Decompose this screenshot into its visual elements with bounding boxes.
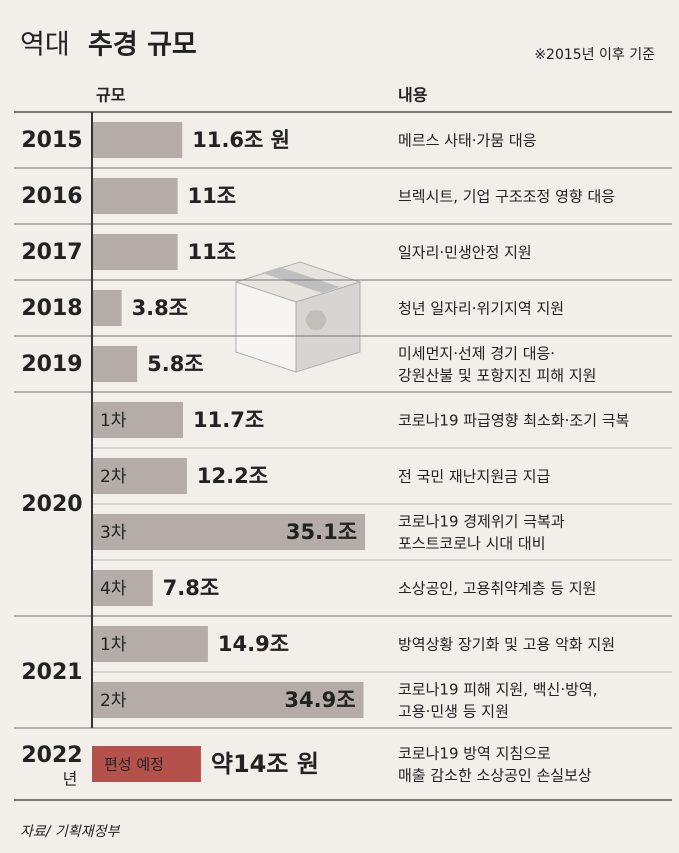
- year-label: 2017: [21, 240, 82, 265]
- description: 전 국민 재난지원금 지급: [398, 468, 551, 486]
- bar: [92, 570, 153, 606]
- bar: [92, 234, 178, 270]
- header-size: 규모: [96, 86, 126, 105]
- bar: [92, 122, 183, 158]
- bar: [92, 178, 178, 214]
- year-label: 2016: [21, 184, 82, 209]
- bar: [92, 746, 201, 782]
- description: 소상공인, 고용취약계층 등 지원: [398, 580, 596, 598]
- description: 코로나19 피해 지원, 백신·방역,: [398, 681, 598, 699]
- description: 메르스 사태·가뭄 대응: [398, 132, 537, 150]
- chart-title: 추경 규모: [88, 30, 197, 61]
- round-label: 2차: [100, 467, 127, 487]
- value-label: 34.9조: [284, 688, 355, 712]
- value-label: 35.1조: [286, 520, 357, 544]
- value-label: 약14조 원: [211, 750, 319, 778]
- value-label: 7.8조: [163, 576, 220, 600]
- bar: [92, 682, 364, 718]
- bar: [92, 290, 122, 326]
- description: 매출 감소한 소상공인 손실보상: [398, 767, 592, 785]
- description: 포스트코로나 시대 대비: [398, 535, 546, 553]
- round-label: 2차: [100, 691, 127, 711]
- bar: [92, 402, 184, 438]
- year-label: 2018: [21, 296, 82, 321]
- bar: [92, 626, 208, 662]
- description: 청년 일자리·위기지역 지원: [398, 300, 564, 318]
- value-label: 14.9조: [218, 632, 289, 656]
- round-label: 1차: [100, 635, 127, 655]
- bar: [92, 514, 366, 550]
- year-unit: 년: [63, 770, 78, 789]
- value-label: 5.8조: [147, 352, 204, 376]
- year-label: 2015: [21, 128, 82, 153]
- value-label: 3.8조: [132, 296, 189, 320]
- description: 코로나19 파급영향 최소화·조기 극복: [398, 412, 629, 430]
- value-label: 11조: [188, 184, 237, 208]
- description: 방역상황 장기화 및 고용 악화 지원: [398, 636, 615, 654]
- round-label: 3차: [100, 523, 127, 543]
- year-label: 2019: [21, 352, 82, 377]
- description: 고용·민생 등 지원: [398, 703, 509, 721]
- description: 미세먼지·선제 경기 대응·: [398, 345, 555, 363]
- year-label: 2022: [21, 743, 82, 768]
- year-label: 2021: [21, 660, 82, 685]
- year-label: 2020: [21, 492, 82, 517]
- description: 브렉시트, 기업 구조조정 영향 대응: [398, 188, 615, 206]
- round-label: 1차: [100, 411, 127, 431]
- value-label: 11.7조: [193, 408, 264, 432]
- description: 강원산불 및 포항지진 피해 지원: [398, 367, 596, 385]
- value-label: 11.6조 원: [192, 128, 290, 152]
- description: 일자리·민생안정 지원: [398, 244, 532, 262]
- bar: [92, 458, 187, 494]
- description: 코로나19 방역 지침으로: [398, 745, 551, 763]
- value-label: 12.2조: [197, 464, 268, 488]
- note: ※2015년 이후 기준: [534, 47, 655, 63]
- description: 코로나19 경제위기 극복과: [398, 513, 565, 531]
- money-illustration: [234, 261, 362, 373]
- tag-label: 편성 예정: [104, 756, 164, 774]
- title-light: 역대: [20, 30, 70, 61]
- header-content: 내용: [398, 86, 428, 105]
- source: 자료/ 기획재정부: [20, 824, 120, 840]
- bar: [92, 346, 138, 382]
- round-label: 4차: [100, 579, 127, 599]
- value-label: 11조: [188, 240, 237, 264]
